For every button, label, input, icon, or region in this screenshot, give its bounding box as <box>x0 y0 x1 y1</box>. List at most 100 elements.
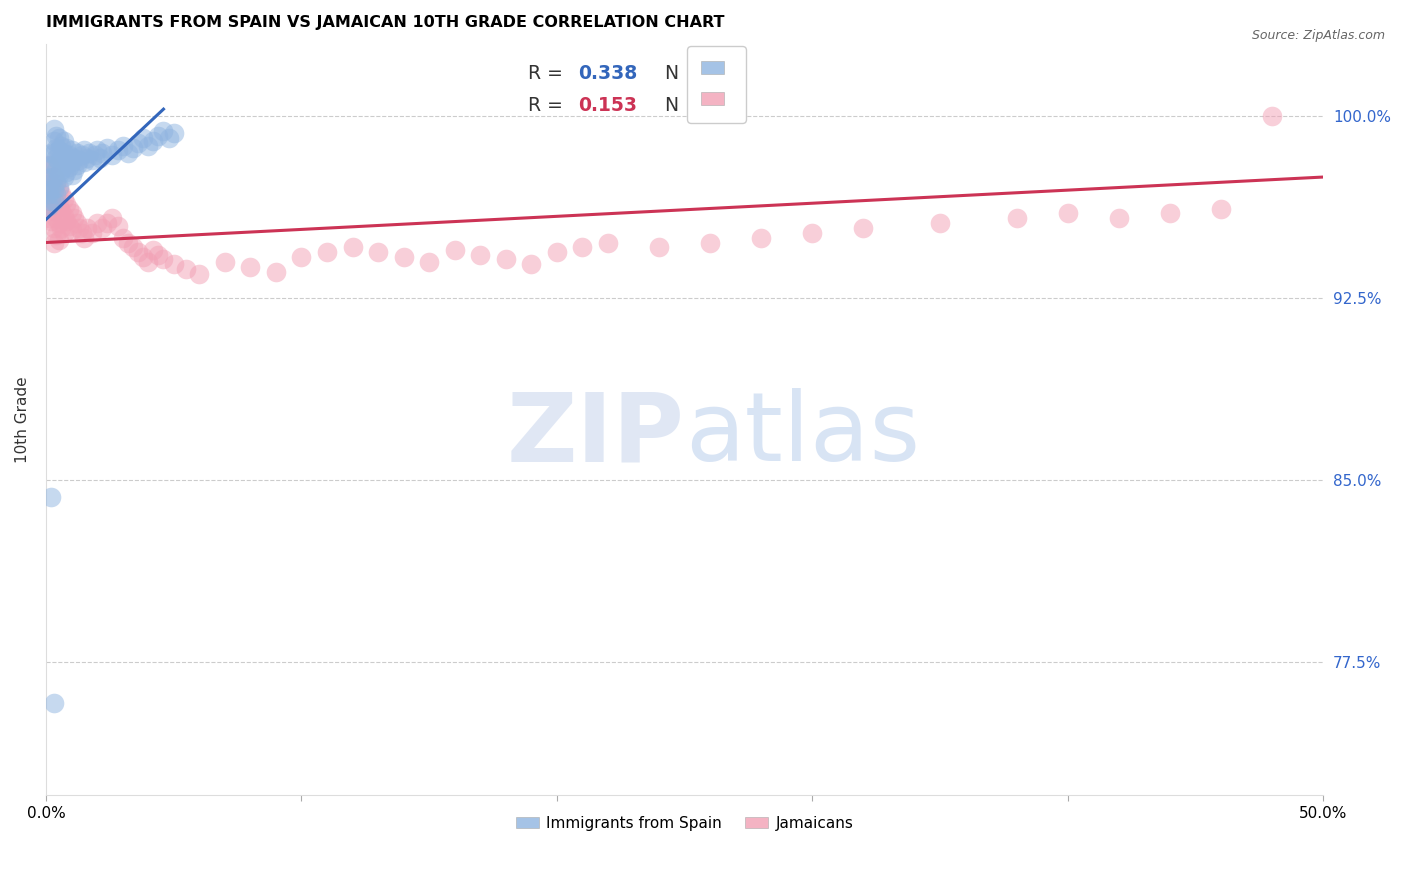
Point <box>45 211 67 226</box>
Point <box>39 169 62 184</box>
Point <box>51 138 73 153</box>
Point <box>45 194 67 209</box>
Point <box>89 151 111 165</box>
Point <box>648 240 671 254</box>
Point <box>67 221 90 235</box>
Point <box>571 240 593 254</box>
Point <box>80 226 103 240</box>
Point <box>55 165 77 179</box>
Point <box>38 178 60 192</box>
Text: N =: N = <box>652 95 707 115</box>
Point <box>42 134 65 148</box>
Point <box>418 255 440 269</box>
Point <box>79 145 101 160</box>
Point <box>66 158 89 172</box>
Point <box>42 158 65 172</box>
Text: ZIP: ZIP <box>506 388 685 481</box>
Point <box>38 158 60 172</box>
Point <box>66 145 89 160</box>
Point <box>749 230 772 244</box>
Point <box>73 155 96 169</box>
Point <box>264 264 287 278</box>
Point <box>443 243 465 257</box>
Point <box>152 124 174 138</box>
Point <box>163 127 186 141</box>
Point <box>39 145 62 160</box>
Text: Source: ZipAtlas.com: Source: ZipAtlas.com <box>1251 29 1385 42</box>
Point <box>101 148 124 162</box>
Point <box>142 134 165 148</box>
Point <box>73 230 96 244</box>
Point <box>73 144 96 158</box>
Point <box>66 216 89 230</box>
Point <box>39 196 62 211</box>
Point <box>132 131 155 145</box>
Point <box>520 257 543 271</box>
Point <box>63 151 86 165</box>
Point <box>176 262 198 277</box>
Point <box>86 216 108 230</box>
Point <box>42 235 65 250</box>
Point <box>48 144 70 158</box>
Point <box>38 187 60 202</box>
Point <box>111 230 134 244</box>
Point <box>136 255 159 269</box>
Point <box>63 211 86 226</box>
Point <box>42 121 65 136</box>
Point <box>48 168 70 182</box>
Point <box>91 221 114 235</box>
Point <box>546 245 568 260</box>
Point <box>58 202 80 216</box>
Point <box>52 158 75 172</box>
Text: 85: 85 <box>717 95 742 115</box>
Point <box>101 211 124 226</box>
Point <box>70 226 93 240</box>
Point <box>45 162 67 177</box>
Point <box>55 196 77 211</box>
Point <box>596 235 619 250</box>
Point <box>42 221 65 235</box>
Point <box>111 138 134 153</box>
Point <box>121 141 143 155</box>
Point <box>1005 211 1028 226</box>
Point <box>45 187 67 202</box>
Text: N =: N = <box>652 64 707 83</box>
Point <box>42 204 65 219</box>
Text: 0.153: 0.153 <box>579 95 637 115</box>
Point <box>42 194 65 209</box>
Point <box>136 138 159 153</box>
Point <box>852 221 875 235</box>
Point <box>55 141 77 155</box>
Point <box>38 178 60 192</box>
Point <box>83 148 105 162</box>
Point <box>107 144 129 158</box>
Point <box>45 128 67 143</box>
Point <box>58 148 80 162</box>
Point <box>117 235 139 250</box>
Point <box>96 216 118 230</box>
Point <box>392 250 415 264</box>
Point <box>39 182 62 196</box>
Point <box>127 136 149 150</box>
Point <box>51 187 73 202</box>
Point <box>367 245 389 260</box>
Point <box>39 179 62 194</box>
Point <box>39 158 62 172</box>
Point <box>45 141 67 155</box>
Point <box>38 199 60 213</box>
Point <box>55 213 77 227</box>
Point <box>188 267 211 281</box>
Point <box>51 221 73 235</box>
Point <box>39 490 62 504</box>
Point <box>45 151 67 165</box>
Point <box>86 144 108 158</box>
Point <box>52 134 75 148</box>
Point <box>132 250 155 264</box>
Point <box>51 162 73 177</box>
Point <box>52 226 75 240</box>
Point <box>55 153 77 167</box>
Point <box>48 155 70 169</box>
Point <box>42 145 65 160</box>
Point <box>96 141 118 155</box>
Point <box>60 223 83 237</box>
